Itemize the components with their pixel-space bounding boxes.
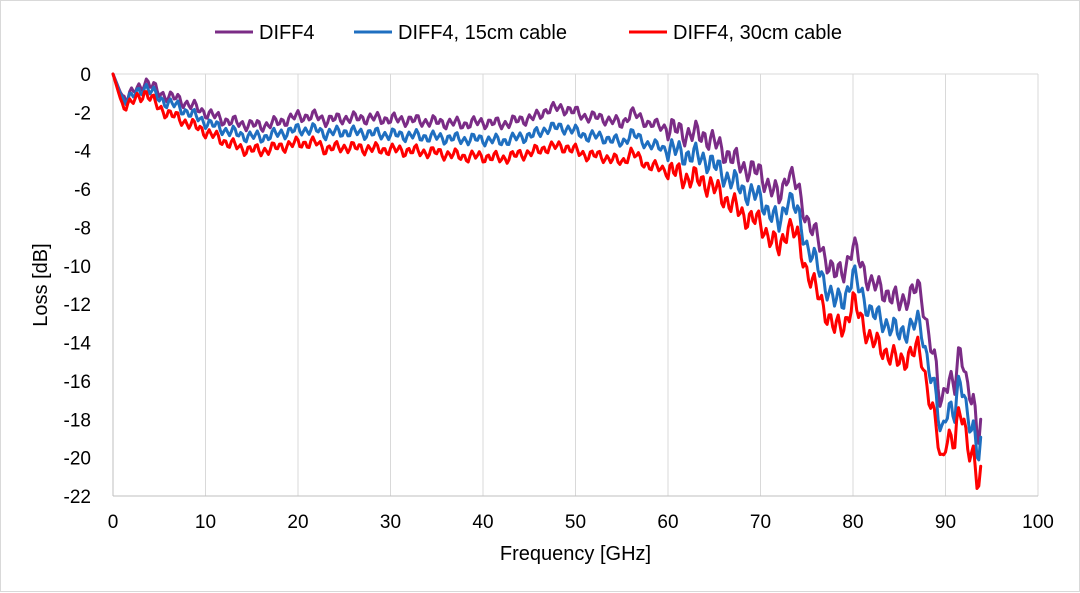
y-tick-label: -16 [64,372,91,393]
x-tick-label: 40 [472,512,493,533]
series-lines [111,72,983,490]
x-tick-label: 70 [750,512,771,533]
x-tick-label: 90 [935,512,956,533]
y-tick-label: -22 [64,487,91,508]
series-line-2 [111,72,983,462]
y-tick-label: -10 [64,257,91,278]
y-tick-label: 0 [80,65,91,86]
y-tick-label: -8 [74,218,91,239]
x-tick-label: 100 [1022,512,1054,533]
y-tick-label: -12 [64,295,91,316]
series-line-1 [111,72,983,445]
y-tick-label: -18 [64,410,91,431]
y-axis-title: Loss [dB] [30,243,52,326]
x-axis-title: Frequency [GHz] [500,543,651,565]
y-tick-label: -14 [64,334,92,355]
x-tick-label: 0 [108,512,119,533]
legend-label-2: DIFF4, 15cm cable [398,22,567,44]
y-tick-label: -2 [74,103,91,124]
x-tick-label: 10 [195,512,216,533]
legend-label-3: DIFF4, 30cm cable [673,22,842,44]
series-line-3 [111,72,983,490]
y-tick-label: -4 [74,142,91,163]
y-tick-label: -6 [74,180,91,201]
legend-label-1: DIFF4 [259,22,315,44]
x-tick-label: 60 [657,512,678,533]
x-tick-label: 20 [287,512,308,533]
x-tick-label: 80 [842,512,863,533]
y-tick-label: -20 [64,449,91,470]
axes: 0 10 20 30 40 50 60 70 80 90 100 0 -2 -4 -6 -8 -10 -12 -14… [30,65,1054,565]
x-tick-label: 50 [565,512,586,533]
x-tick-label: 30 [380,512,401,533]
legend: DIFF4 DIFF4, 15cm cable DIFF4, 30cm cable [215,22,842,44]
